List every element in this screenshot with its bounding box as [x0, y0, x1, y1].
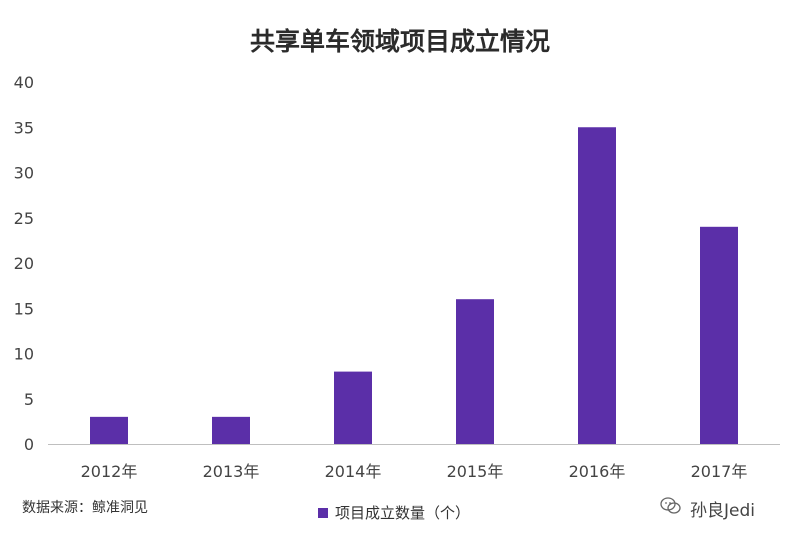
x-tick-label: 2017年	[691, 462, 748, 481]
wechat-icon	[660, 496, 682, 521]
y-tick-label: 20	[14, 254, 34, 273]
x-tick-label: 2012年	[81, 462, 138, 481]
bar	[334, 371, 372, 444]
bar	[212, 416, 250, 444]
source-note: 数据来源：鲸准洞见	[22, 500, 148, 516]
y-tick-label: 35	[14, 118, 34, 137]
chart-title: 共享单车领域项目成立情况	[249, 27, 550, 56]
y-tick-label: 5	[24, 390, 34, 409]
legend: 项目成立数量（个）	[318, 502, 470, 523]
y-tick-label: 0	[24, 435, 34, 454]
bar	[90, 416, 128, 444]
bars	[90, 127, 738, 444]
x-axis: 2012年 2013年 2014年 2015年 2016年 2017年	[81, 462, 748, 481]
watermark-text: 孙良Jedi	[690, 501, 755, 521]
x-tick-label: 2015年	[447, 462, 504, 481]
y-tick-label: 15	[14, 299, 34, 318]
y-tick-label: 25	[14, 209, 34, 228]
y-tick-label: 10	[14, 345, 34, 364]
bar	[578, 127, 616, 444]
legend-swatch	[318, 507, 328, 518]
bar	[700, 226, 738, 444]
legend-label: 项目成立数量（个）	[335, 504, 471, 522]
x-tick-label: 2014年	[325, 462, 382, 481]
x-tick-label: 2016年	[569, 462, 626, 481]
watermark: 孙良Jedi	[660, 496, 755, 521]
y-tick-label: 40	[14, 73, 34, 92]
y-axis: 0 5 10 15 20 25 30 35 40	[14, 73, 34, 454]
bar	[456, 299, 494, 444]
y-tick-label: 30	[14, 164, 34, 183]
x-tick-label: 2013年	[203, 462, 260, 481]
